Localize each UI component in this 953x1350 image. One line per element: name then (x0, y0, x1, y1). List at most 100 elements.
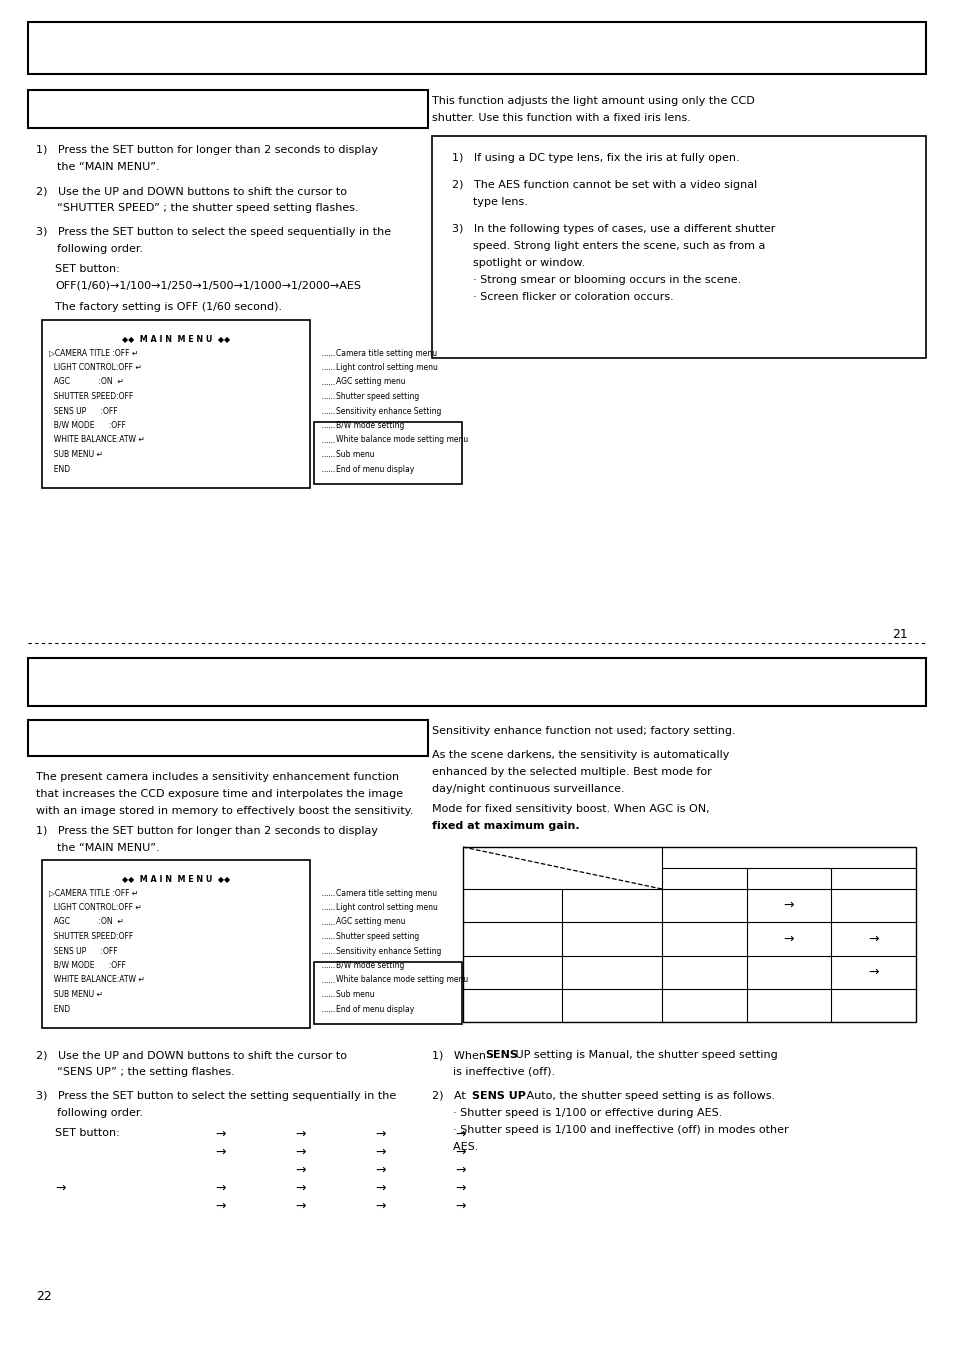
Text: →: → (783, 899, 794, 913)
Text: is ineffective (off).: is ineffective (off). (432, 1066, 555, 1077)
Text: 2)   At: 2) At (432, 1091, 469, 1102)
Text: 2)   Use the UP and DOWN buttons to shift the cursor to: 2) Use the UP and DOWN buttons to shift … (36, 1050, 347, 1060)
Text: spotlight or window.: spotlight or window. (452, 258, 584, 269)
Text: White balance mode setting menu: White balance mode setting menu (335, 436, 468, 444)
Text: END: END (49, 1004, 71, 1014)
Text: →: → (867, 965, 878, 979)
Text: LIGHT CONTROL:OFF ↵: LIGHT CONTROL:OFF ↵ (49, 903, 142, 913)
Text: White balance mode setting menu: White balance mode setting menu (335, 976, 468, 984)
Text: ▷CAMERA TITLE :OFF ↵: ▷CAMERA TITLE :OFF ↵ (49, 888, 138, 898)
Text: →: → (455, 1183, 465, 1195)
Text: type lens.: type lens. (452, 197, 527, 207)
Text: with an image stored in memory to effectively boost the sensitivity.: with an image stored in memory to effect… (36, 806, 413, 815)
Text: WHITE BALANCE:ATW ↵: WHITE BALANCE:ATW ↵ (49, 976, 145, 984)
Text: “SHUTTER SPEED” ; the shutter speed setting flashes.: “SHUTTER SPEED” ; the shutter speed sett… (36, 202, 358, 213)
Text: following order.: following order. (36, 244, 143, 254)
Text: The factory setting is OFF (1/60 second).: The factory setting is OFF (1/60 second)… (55, 302, 282, 312)
Text: Sub menu: Sub menu (335, 990, 375, 999)
Text: Camera title setting menu: Camera title setting menu (335, 888, 436, 898)
Text: Shutter speed setting: Shutter speed setting (335, 931, 418, 941)
Bar (42, 860, 310, 1027)
Bar (28, 657, 925, 706)
Text: Mode for fixed sensitivity boost. When AGC is ON,: Mode for fixed sensitivity boost. When A… (432, 805, 709, 814)
Text: 2)   Use the UP and DOWN buttons to shift the cursor to: 2) Use the UP and DOWN buttons to shift … (36, 186, 347, 196)
Text: →: → (375, 1183, 385, 1195)
Text: OFF(1/60)→1/100→1/250→1/500→1/1000→1/2000→AES: OFF(1/60)→1/100→1/250→1/500→1/1000→1/200… (55, 281, 360, 292)
Text: →: → (375, 1146, 385, 1160)
Text: Light control setting menu: Light control setting menu (335, 363, 437, 373)
Text: 1)   Press the SET button for longer than 2 seconds to display: 1) Press the SET button for longer than … (36, 826, 377, 836)
Text: the “MAIN MENU”.: the “MAIN MENU”. (36, 162, 159, 171)
Bar (42, 320, 310, 487)
Text: 3)   In the following types of cases, use a different shutter: 3) In the following types of cases, use … (452, 224, 775, 234)
Text: · Strong smear or blooming occurs in the scene.: · Strong smear or blooming occurs in the… (452, 275, 740, 285)
Text: Camera title setting menu: Camera title setting menu (335, 348, 436, 358)
Text: UP setting is Manual, the shutter speed setting: UP setting is Manual, the shutter speed … (512, 1050, 777, 1060)
Bar (28, 720, 428, 756)
Text: enhanced by the selected multiple. Best mode for: enhanced by the selected multiple. Best … (432, 767, 711, 778)
Text: SUB MENU ↵: SUB MENU ↵ (49, 450, 103, 459)
Text: B/W mode setting: B/W mode setting (335, 421, 404, 431)
Bar (462, 846, 915, 1022)
Bar (432, 136, 925, 358)
Text: the “MAIN MENU”.: the “MAIN MENU”. (36, 842, 159, 853)
Text: Shutter speed setting: Shutter speed setting (335, 392, 418, 401)
Text: AGC            :ON  ↵: AGC :ON ↵ (49, 378, 124, 386)
Text: →: → (55, 1183, 66, 1195)
Text: shutter. Use this function with a fixed iris lens.: shutter. Use this function with a fixed … (432, 113, 690, 123)
Text: SET button:: SET button: (55, 1129, 120, 1138)
Text: SET button:: SET button: (55, 265, 120, 274)
Text: · Shutter speed is 1/100 and ineffective (off) in modes other: · Shutter speed is 1/100 and ineffective… (432, 1125, 788, 1135)
Bar (28, 22, 925, 74)
Text: SHUTTER SPEED:OFF: SHUTTER SPEED:OFF (49, 931, 133, 941)
Text: SENS UP      :OFF: SENS UP :OFF (49, 406, 117, 416)
Text: speed. Strong light enters the scene, such as from a: speed. Strong light enters the scene, su… (452, 242, 764, 251)
Text: →: → (455, 1164, 465, 1177)
Text: B/W mode setting: B/W mode setting (335, 961, 404, 971)
Text: AGC setting menu: AGC setting menu (335, 918, 405, 926)
Text: ◆◆  M A I N  M E N U  ◆◆: ◆◆ M A I N M E N U ◆◆ (122, 333, 230, 343)
Text: Sub menu: Sub menu (335, 450, 375, 459)
Text: 1)   When: 1) When (432, 1050, 489, 1060)
Text: →: → (214, 1183, 225, 1195)
Text: END: END (49, 464, 71, 474)
Text: →: → (375, 1129, 385, 1141)
Bar (314, 963, 461, 1025)
Text: following order.: following order. (36, 1108, 143, 1118)
Text: 21: 21 (891, 628, 907, 641)
Text: that increases the CCD exposure time and interpolates the image: that increases the CCD exposure time and… (36, 788, 403, 799)
Text: “SENS UP” ; the setting flashes.: “SENS UP” ; the setting flashes. (36, 1066, 234, 1077)
Text: 1)   Press the SET button for longer than 2 seconds to display: 1) Press the SET button for longer than … (36, 144, 377, 155)
Text: →: → (455, 1146, 465, 1160)
Text: Sensitivity enhance function not used; factory setting.: Sensitivity enhance function not used; f… (432, 726, 735, 736)
Text: SUB MENU ↵: SUB MENU ↵ (49, 990, 103, 999)
Text: →: → (294, 1164, 305, 1177)
Text: →: → (455, 1129, 465, 1141)
Text: AES.: AES. (432, 1142, 477, 1152)
Text: · Screen flicker or coloration occurs.: · Screen flicker or coloration occurs. (452, 292, 673, 302)
Text: ◆◆  M A I N  M E N U  ◆◆: ◆◆ M A I N M E N U ◆◆ (122, 873, 230, 883)
Text: End of menu display: End of menu display (335, 1004, 414, 1014)
Text: 3)   Press the SET button to select the speed sequentially in the: 3) Press the SET button to select the sp… (36, 227, 391, 238)
Text: →: → (375, 1200, 385, 1214)
Text: B/W MODE      :OFF: B/W MODE :OFF (49, 961, 126, 971)
Text: Sensitivity enhance Setting: Sensitivity enhance Setting (335, 406, 441, 416)
Text: 2)   The AES function cannot be set with a video signal: 2) The AES function cannot be set with a… (452, 180, 757, 190)
Text: →: → (455, 1200, 465, 1214)
Bar (28, 90, 428, 128)
Text: Auto, the shutter speed setting is as follows.: Auto, the shutter speed setting is as fo… (522, 1091, 774, 1102)
Text: End of menu display: End of menu display (335, 464, 414, 474)
Text: LIGHT CONTROL:OFF ↵: LIGHT CONTROL:OFF ↵ (49, 363, 142, 373)
Text: ▷CAMERA TITLE :OFF ↵: ▷CAMERA TITLE :OFF ↵ (49, 348, 138, 358)
Text: →: → (867, 933, 878, 945)
Text: · Shutter speed is 1/100 or effective during AES.: · Shutter speed is 1/100 or effective du… (432, 1108, 721, 1118)
Text: SENS UP      :OFF: SENS UP :OFF (49, 946, 117, 956)
Text: →: → (294, 1129, 305, 1141)
Text: →: → (783, 933, 794, 945)
Text: fixed at maximum gain.: fixed at maximum gain. (432, 821, 579, 832)
Text: SENS: SENS (484, 1050, 517, 1060)
Text: AGC            :ON  ↵: AGC :ON ↵ (49, 918, 124, 926)
Text: Sensitivity enhance Setting: Sensitivity enhance Setting (335, 946, 441, 956)
Text: 3)   Press the SET button to select the setting sequentially in the: 3) Press the SET button to select the se… (36, 1091, 395, 1102)
Text: SHUTTER SPEED:OFF: SHUTTER SPEED:OFF (49, 392, 133, 401)
